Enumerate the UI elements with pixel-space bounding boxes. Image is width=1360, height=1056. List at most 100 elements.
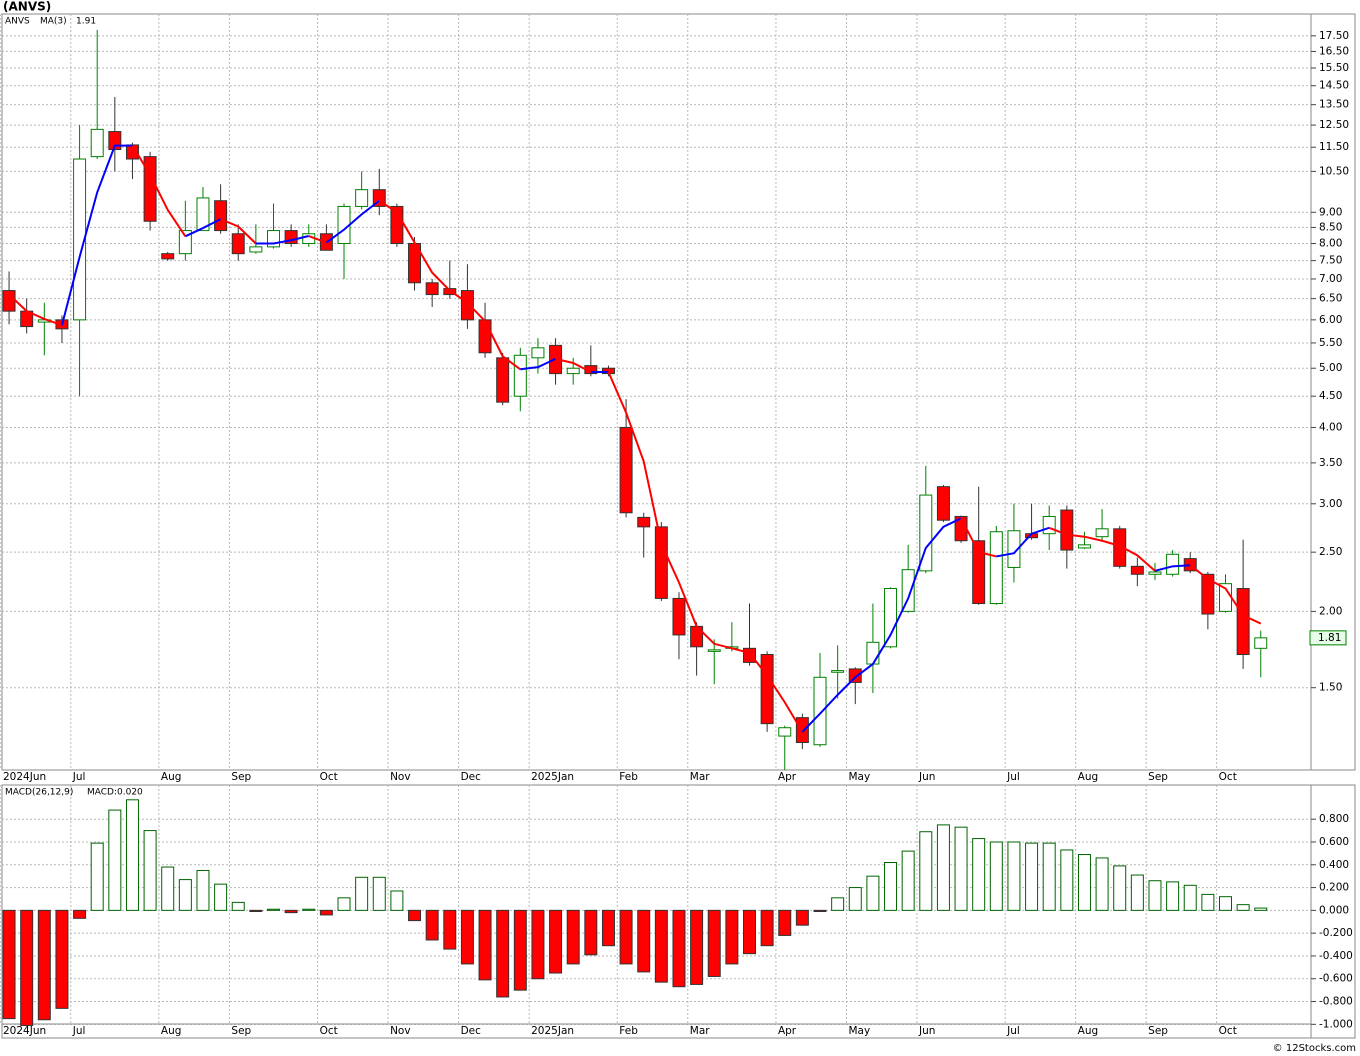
- x-tick-label: Jul: [1006, 1025, 1020, 1037]
- y-tick-label: 12.50: [1319, 119, 1349, 131]
- macd-bar: [972, 838, 986, 911]
- x-tick-label: Sep: [231, 1025, 251, 1037]
- y-tick-label: 4.50: [1319, 390, 1342, 402]
- x-tick-label: 2024Jun: [3, 771, 46, 783]
- candle-body: [513, 354, 527, 397]
- x-tick-label: Apr: [778, 1025, 797, 1037]
- macd-bar: [619, 909, 633, 965]
- macd-bar: [55, 909, 69, 1009]
- candle-body: [654, 526, 668, 599]
- macd-bar: [1183, 884, 1197, 911]
- candle-body: [1148, 571, 1162, 575]
- x-tick-label: Aug: [161, 1025, 182, 1037]
- macd-bar: [408, 909, 422, 922]
- legend-ma: MA(3): [40, 17, 67, 27]
- candle-body: [1130, 565, 1144, 575]
- ma-line: [8, 293, 63, 327]
- candle-body: [1007, 530, 1021, 568]
- macd-bar: [637, 909, 651, 973]
- y-tick-label: -1.000: [1319, 1018, 1353, 1030]
- y-tick-label: 8.00: [1319, 238, 1342, 250]
- macd-bar: [672, 909, 686, 988]
- x-tick-label: Jul: [1006, 771, 1020, 783]
- candle-body: [143, 156, 157, 222]
- y-tick-label: 0.000: [1319, 904, 1349, 916]
- macd-bar: [954, 826, 968, 911]
- y-tick-label: 6.00: [1319, 314, 1342, 326]
- macd-bar: [1095, 857, 1109, 911]
- candle-body: [267, 230, 280, 248]
- ma-line: [555, 357, 592, 373]
- candle-body: [196, 197, 210, 232]
- x-tick-label: 2025Jan: [531, 771, 574, 783]
- macd-bar: [1007, 841, 1021, 911]
- macd-bar: [936, 824, 950, 911]
- x-tick-label: Feb: [619, 1025, 638, 1037]
- panel-frame: [1, 784, 1356, 1039]
- macd-bar: [884, 861, 898, 911]
- x-tick-label: Sep: [1148, 771, 1168, 783]
- ma-line: [255, 235, 309, 245]
- macd-bar: [1219, 896, 1232, 911]
- ma-line: [1154, 564, 1191, 572]
- y-tick-label: 7.50: [1319, 255, 1342, 267]
- ma-line: [1189, 564, 1262, 625]
- y-tick-label: 2.50: [1319, 546, 1342, 558]
- candle-body: [672, 597, 686, 636]
- candle-body: [637, 516, 651, 528]
- x-tick-label: 2024Jun: [3, 1025, 46, 1037]
- macd-bar: [443, 909, 457, 950]
- candle-body: [936, 486, 950, 521]
- y-tick-label: 6.50: [1319, 293, 1342, 305]
- y-tick-label: 0.400: [1319, 859, 1349, 871]
- macd-bar: [901, 850, 915, 911]
- macd-bar: [1254, 907, 1268, 911]
- candle-body: [249, 246, 263, 253]
- y-tick-label: 0.600: [1319, 836, 1349, 848]
- x-tick-label: Mar: [690, 1025, 710, 1037]
- x-tick-label: Oct: [1219, 771, 1237, 783]
- x-tick-label: Dec: [461, 1025, 482, 1037]
- macd-bar: [161, 866, 175, 911]
- ma-line: [184, 218, 222, 238]
- macd-bar: [795, 909, 809, 926]
- macd-bar: [1166, 881, 1180, 911]
- macd-bar: [496, 909, 510, 998]
- macd-bar: [73, 909, 87, 919]
- macd-bar: [566, 909, 580, 965]
- y-tick-label: 14.50: [1319, 80, 1349, 92]
- macd-bar: [90, 842, 104, 911]
- macd-bar: [1113, 865, 1127, 911]
- y-tick-label: 2.00: [1319, 605, 1342, 617]
- x-tick-label: Aug: [161, 771, 182, 783]
- candle-body: [831, 670, 845, 673]
- panel-title: MACD(26,12,9): [5, 788, 73, 798]
- macd-bar: [1236, 904, 1250, 911]
- candle-body: [302, 233, 316, 245]
- macd-bar: [690, 909, 704, 985]
- macd-bar: [813, 909, 827, 912]
- candle-body: [90, 128, 104, 158]
- macd-bar: [425, 909, 439, 941]
- ma-line: [325, 199, 380, 244]
- candle-body: [108, 131, 122, 151]
- candle-body: [214, 200, 228, 232]
- x-tick-label: Jun: [918, 771, 935, 783]
- candle-body: [372, 189, 386, 207]
- candle-body: [1254, 637, 1268, 649]
- last-price: 1.81: [1318, 632, 1341, 644]
- candle-body: [866, 641, 880, 665]
- candle-body: [425, 282, 439, 296]
- macd-bar: [743, 909, 756, 955]
- y-tick-label: 15.50: [1319, 62, 1349, 74]
- candle-body: [848, 668, 862, 683]
- x-tick-label: Aug: [1078, 771, 1099, 783]
- y-tick-label: 7.00: [1319, 273, 1342, 285]
- macd-bar: [143, 830, 157, 911]
- macd-bar: [20, 909, 34, 1026]
- y-tick-label: 17.50: [1319, 30, 1349, 42]
- candle-body: [390, 205, 404, 245]
- x-tick-label: Sep: [1148, 1025, 1168, 1037]
- macd-bar: [866, 875, 880, 911]
- y-tick-label: 4.00: [1319, 421, 1342, 433]
